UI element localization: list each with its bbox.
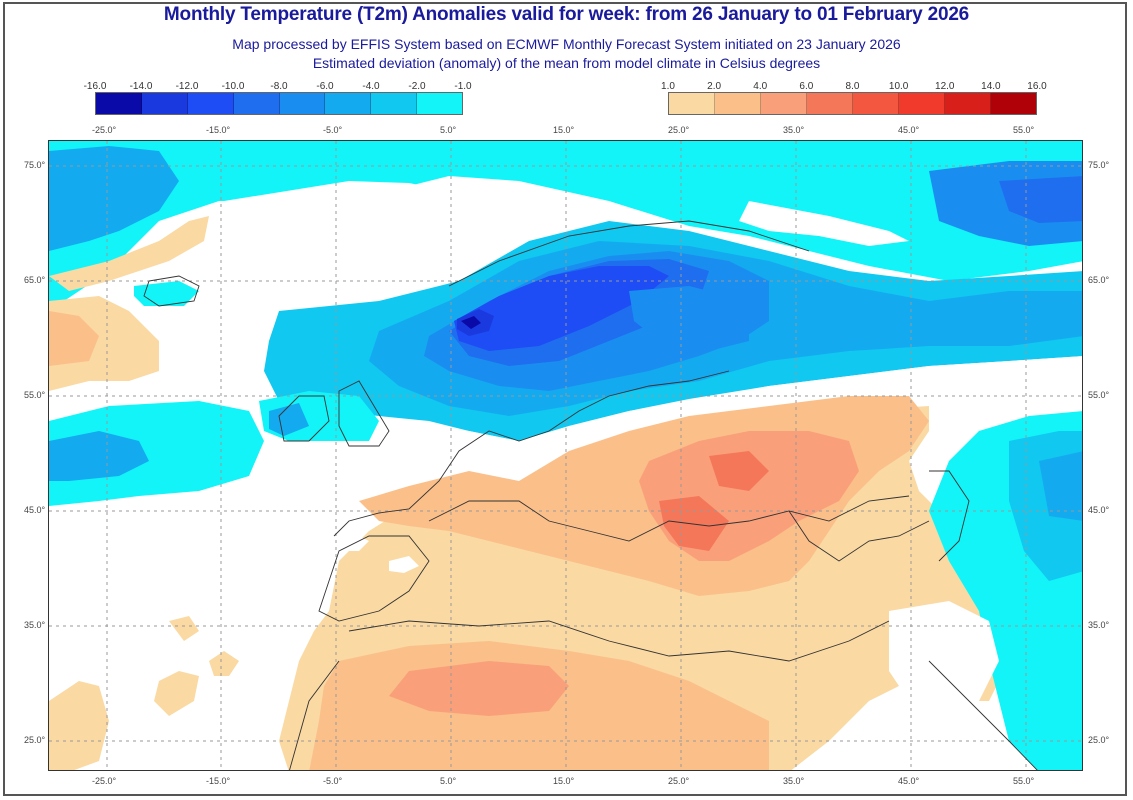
- right-lat-label: 75.0°: [1088, 160, 1110, 170]
- left-lat-label: 65.0°: [24, 275, 46, 285]
- legend-tick: 14.0: [981, 81, 1001, 92]
- top-lon-label: -15.0°: [206, 125, 231, 135]
- anomaly-region-arctic: [49, 141, 1082, 311]
- left-lat-label: 75.0°: [24, 160, 46, 170]
- coastlines: [143, 220, 1038, 770]
- right-lat-label: 45.0°: [1088, 505, 1110, 515]
- anomaly-region-greenland: [49, 146, 179, 251]
- top-lon-label: 15.0°: [553, 125, 575, 135]
- legend-tick: -1.0: [454, 81, 472, 92]
- colorbar-segment: [417, 93, 462, 114]
- negative-legend-ticks: -16.0 -14.0 -12.0 -10.0 -8.0 -6.0 -4.0 -…: [84, 81, 472, 93]
- bottom-lon-label: -5.0°: [323, 776, 343, 786]
- colorbar-segment: [761, 93, 807, 114]
- legend-tick: 2.0: [707, 81, 722, 92]
- bottom-lon-label: 35.0°: [783, 776, 805, 786]
- map-subtitle-units: Estimated deviation (anomaly) of the mea…: [312, 55, 821, 71]
- colorbar-segment: [371, 93, 418, 114]
- legend-tick: -16.0: [83, 81, 107, 92]
- top-lon-label: 35.0°: [783, 125, 805, 135]
- left-lat-label: 55.0°: [24, 390, 46, 400]
- negative-anomaly-colorbar: [95, 92, 463, 115]
- bottom-lon-label: 15.0°: [553, 776, 575, 786]
- colorbar-segment: [279, 93, 326, 114]
- legend-tick: 12.0: [935, 81, 955, 92]
- right-lat-label: 55.0°: [1088, 390, 1110, 400]
- legend-tick: -4.0: [362, 81, 380, 92]
- anomaly-region-atlantic-cyan: [49, 401, 264, 506]
- bottom-lon-label: 25.0°: [668, 776, 690, 786]
- colorbar-segment: [325, 93, 372, 114]
- bottom-lon-label: 55.0°: [1013, 776, 1035, 786]
- positive-legend-ticks: 1.0 2.0 4.0 6.0 8.0 10.0 12.0 14.0 16.0: [661, 81, 1047, 93]
- map-canvas: [49, 141, 1082, 770]
- legend-tick: -2.0: [408, 81, 426, 92]
- bottom-lon-label: 5.0°: [440, 776, 457, 786]
- colorbar-segment: [899, 93, 945, 114]
- colorbar-segment: [669, 93, 715, 114]
- graticule: [49, 141, 1082, 770]
- top-lon-label: 25.0°: [668, 125, 690, 135]
- legend-tick: -6.0: [316, 81, 334, 92]
- colorbar-segment: [187, 93, 234, 114]
- top-lon-label: 55.0°: [1013, 125, 1035, 135]
- top-lon-label: 5.0°: [440, 125, 457, 135]
- map-subtitle-processing: Map processed by EFFIS System based on E…: [232, 36, 901, 52]
- right-lat-label: 65.0°: [1088, 275, 1110, 285]
- legend-tick: -12.0: [175, 81, 199, 92]
- outer-frame: [3, 2, 1127, 796]
- legend-tick: -10.0: [221, 81, 245, 92]
- colorbar-segment: [991, 93, 1036, 114]
- left-lat-label: 35.0°: [24, 620, 46, 630]
- legend-tick: 8.0: [845, 81, 860, 92]
- top-lon-label: -25.0°: [92, 125, 117, 135]
- legend-tick: -8.0: [270, 81, 288, 92]
- left-lat-label: 25.0°: [24, 735, 46, 745]
- anomaly-map[interactable]: [48, 140, 1083, 771]
- left-lat-label: 45.0°: [24, 505, 46, 515]
- colorbar-segment: [233, 93, 280, 114]
- bottom-lon-label: 45.0°: [898, 776, 920, 786]
- colorbar-segment: [853, 93, 899, 114]
- positive-anomaly-colorbar: [668, 92, 1037, 115]
- colorbar-segment: [96, 93, 142, 114]
- colorbar-segment: [807, 93, 853, 114]
- map-title: Monthly Temperature (T2m) Anomalies vali…: [163, 4, 970, 25]
- right-lat-label: 25.0°: [1088, 735, 1110, 745]
- colorbar-segment: [945, 93, 991, 114]
- anomaly-region-sahara-hot: [389, 661, 569, 716]
- legend-tick: 1.0: [661, 81, 675, 92]
- colorbar-segment: [141, 93, 188, 114]
- legend-tick: 4.0: [753, 81, 768, 92]
- colorbar-segment: [715, 93, 761, 114]
- anomaly-region-north-atlantic-warm: [49, 216, 209, 291]
- right-lat-label: 35.0°: [1088, 620, 1110, 630]
- legend-tick: 6.0: [799, 81, 814, 92]
- bottom-lon-label: -25.0°: [92, 776, 117, 786]
- legend-tick: 10.0: [888, 81, 909, 92]
- top-lon-label: -5.0°: [323, 125, 343, 135]
- legend-tick: -14.0: [129, 81, 153, 92]
- top-lon-label: 45.0°: [898, 125, 920, 135]
- legend-tick: 16.0: [1027, 81, 1047, 92]
- bottom-lon-label: -15.0°: [206, 776, 231, 786]
